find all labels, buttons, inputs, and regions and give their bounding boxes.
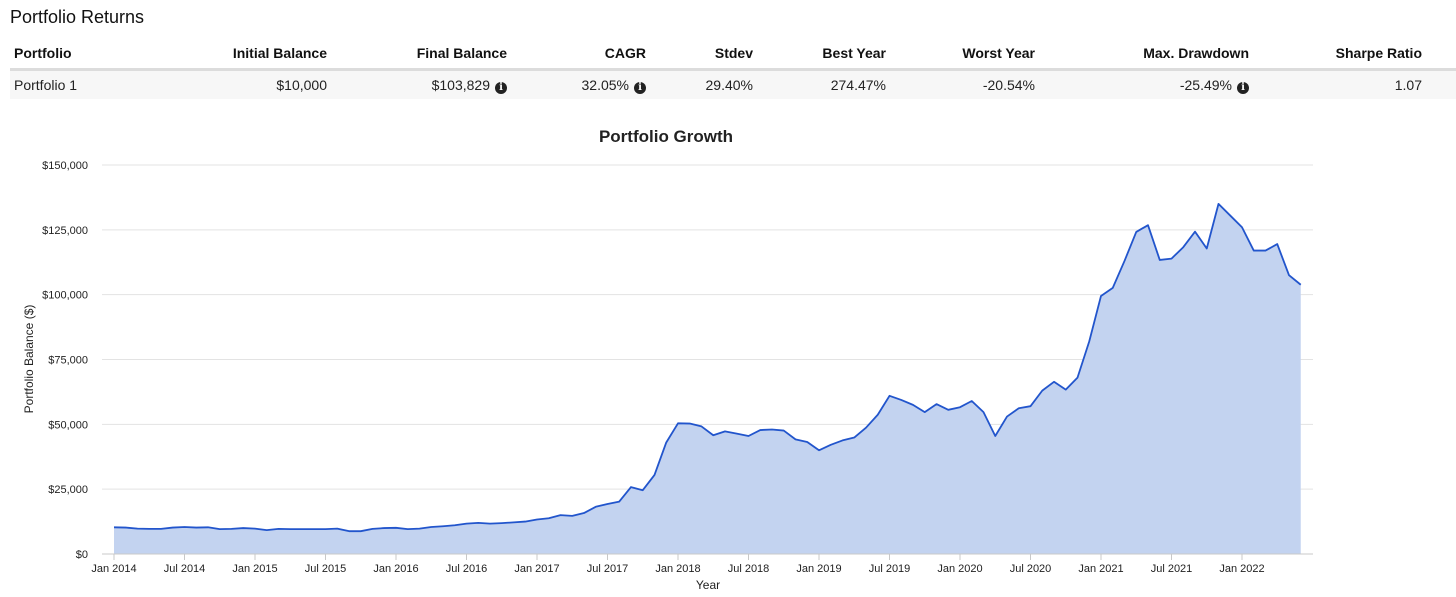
x-tick-label: Jan 2016 — [373, 563, 418, 575]
x-tick-label: Jul 2018 — [728, 563, 770, 575]
y-tick-label: $100,000 — [42, 290, 88, 302]
x-tick-label: Jul 2014 — [164, 563, 206, 575]
table-row: Portfolio 1 $10,000 $103,829 i 32.05% i 29… — [10, 69, 1456, 99]
page-title: Portfolio Returns — [10, 7, 145, 27]
y-tick-label: $125,000 — [42, 225, 88, 237]
y-tick-label: $0 — [76, 549, 88, 561]
x-tick-label: Jul 2019 — [869, 563, 911, 575]
y-tick-label: $150,000 — [42, 160, 88, 172]
y-tick-label: $25,000 — [48, 484, 88, 496]
axes: $0 $25,000 $50,000 $75,000 $100,000 $125,000 $… — [42, 160, 1313, 575]
x-tick-label: Jan 2017 — [514, 563, 559, 575]
y-tick-label: $75,000 — [48, 355, 88, 367]
cell-portfolio: Portfolio 1 — [10, 69, 120, 99]
max-drawdown-value: -25.49% — [1179, 76, 1232, 93]
cell-cagr: 32.05% i — [511, 69, 650, 99]
col-header-cagr[interactable]: CAGR — [511, 38, 650, 71]
col-header-portfolio[interactable]: Portfolio — [10, 38, 120, 71]
x-tick-label: Jul 2016 — [446, 563, 488, 575]
info-circle-icon[interactable]: i — [1237, 81, 1249, 94]
x-tick-label: Jan 2019 — [796, 563, 841, 575]
x-tick-label: Jan 2014 — [91, 563, 136, 575]
y-axis-title: Portfolio Balance ($) — [22, 305, 36, 414]
x-axis-title: Year — [696, 578, 720, 592]
col-header-final-balance[interactable]: Final Balance — [331, 38, 511, 71]
cell-max-drawdown: -25.49% i — [1039, 69, 1253, 99]
cell-best-year: 274.47% — [757, 69, 890, 99]
cell-initial-balance: $10,000 — [120, 69, 331, 99]
col-header-sharpe-ratio[interactable]: Sharpe Ratio — [1253, 38, 1456, 71]
cell-sharpe-ratio: 1.07 — [1253, 69, 1456, 99]
y-tick-label: $50,000 — [48, 419, 88, 431]
x-tick-label: Jul 2015 — [305, 563, 347, 575]
series-line[interactable] — [113, 203, 1302, 533]
portfolio-returns-table: Portfolio Initial Balance Final Balance … — [10, 38, 1456, 99]
x-tick-label: Jan 2020 — [937, 563, 982, 575]
x-tick-label: Jan 2022 — [1219, 563, 1264, 575]
info-circle-icon[interactable]: i — [495, 81, 507, 94]
x-tick-label: Jan 2021 — [1078, 563, 1123, 575]
table-header-row: Portfolio Initial Balance Final Balance … — [10, 38, 1456, 71]
x-tick-label: Jul 2017 — [587, 563, 629, 575]
info-circle-icon[interactable]: i — [634, 81, 646, 94]
portfolio-growth-chart: Portfolio Growth $0 $25,000 $50,000 $75,000… — [22, 127, 1313, 592]
x-tick-label: Jul 2020 — [1010, 563, 1052, 575]
series-area-fill — [114, 203, 1301, 554]
cagr-value: 32.05% — [581, 76, 629, 93]
series-area — [113, 203, 1302, 554]
cell-stdev: 29.40% — [650, 69, 757, 99]
col-header-worst-year[interactable]: Worst Year — [890, 38, 1039, 71]
col-header-best-year[interactable]: Best Year — [757, 38, 890, 71]
cell-worst-year: -20.54% — [890, 69, 1039, 99]
x-tick-label: Jan 2018 — [655, 563, 700, 575]
final-balance-value: $103,829 — [431, 76, 490, 93]
grid-lines — [102, 164, 1313, 555]
cell-final-balance: $103,829 i — [331, 69, 511, 99]
col-header-max-drawdown[interactable]: Max. Drawdown — [1039, 38, 1253, 71]
col-header-stdev[interactable]: Stdev — [650, 38, 757, 71]
chart-title: Portfolio Growth — [599, 127, 733, 146]
x-tick-label: Jan 2015 — [232, 563, 277, 575]
col-header-initial-balance[interactable]: Initial Balance — [120, 38, 331, 71]
x-tick-label: Jul 2021 — [1151, 563, 1193, 575]
